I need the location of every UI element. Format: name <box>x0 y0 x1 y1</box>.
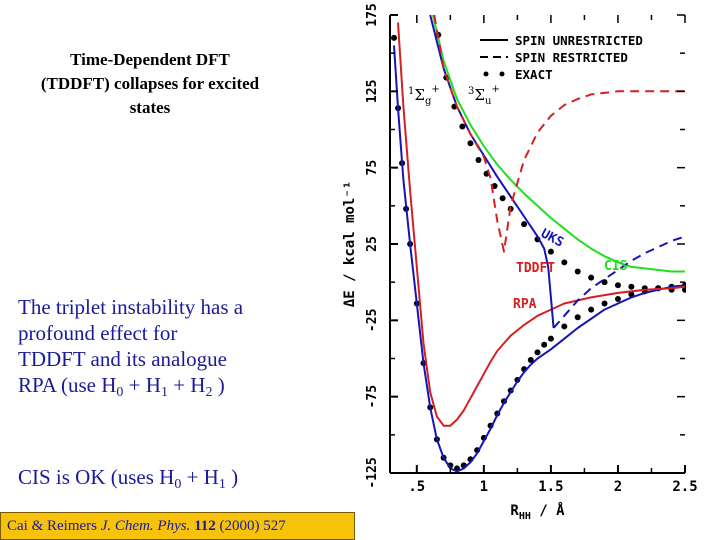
state-label: 3Σu+ <box>468 84 500 107</box>
h1-sub: 1 <box>160 385 168 400</box>
exact-triplet-point <box>491 182 498 189</box>
exact-point <box>534 349 541 356</box>
state-label: 1Σg+ <box>408 84 440 107</box>
x-tick-label: 1 <box>480 479 488 495</box>
exact-point <box>527 357 534 364</box>
exact-triplet-point <box>459 123 466 130</box>
exact-triplet-point <box>547 248 554 255</box>
exact-point <box>561 323 568 330</box>
x-axis-label: RHH / Å <box>510 502 565 522</box>
ground-rpa-line <box>397 22 686 427</box>
legend-dot <box>499 71 505 77</box>
title-line-2: (TDDFT) collapses for excited <box>40 74 260 93</box>
citation-journal: J. Chem. Phys. <box>100 518 191 534</box>
exact-point <box>588 306 595 313</box>
citation-year-pages: (2000) 527 <box>215 518 286 534</box>
h2-sub: 2 <box>205 385 213 400</box>
exact-triplet-point <box>521 221 528 228</box>
cis-suffix: ) <box>225 465 239 489</box>
exact-triplet-point <box>499 195 506 202</box>
exact-triplet-point <box>574 268 581 275</box>
tddft-restricted-line <box>552 235 686 329</box>
cis-plus-h1: + H <box>181 465 219 489</box>
h0-sub: 0 <box>116 385 124 400</box>
exact-point <box>547 335 554 342</box>
cis-line <box>431 14 685 273</box>
exact-triplet-point <box>682 286 686 293</box>
exact-triplet-point <box>561 259 568 266</box>
exact-point <box>574 314 581 321</box>
cis-label: CIS <box>604 259 628 274</box>
citation-authors: Cai & Reimers <box>7 518 101 534</box>
plus-h2: + H <box>167 373 206 397</box>
x-tick-label: 2.5 <box>672 479 697 495</box>
series-layer <box>391 14 686 473</box>
para1-line-3: TDDFT and its analogue <box>18 347 227 371</box>
para1-line-4: RPA (use H0 + H1 + H2 ) <box>18 372 308 400</box>
x-tick-label: 2 <box>614 479 622 495</box>
legend: SPIN UNRESTRICTED SPIN RESTRICTED EXACT <box>480 33 643 82</box>
citation-volume: 112 <box>194 518 216 534</box>
y-tick-label: -75 <box>365 385 380 408</box>
legend-dot <box>483 71 489 77</box>
rpa-prefix: RPA (use H <box>18 373 117 397</box>
legend-label: EXACT <box>515 67 553 82</box>
y-tick-label: 75 <box>365 160 380 176</box>
rpa-restricted-line <box>433 14 685 253</box>
y-tick-label: 175 <box>365 3 380 26</box>
title-line-3: states <box>129 98 171 117</box>
tddft-label: TDDFT <box>516 261 555 276</box>
cis-h1-sub: 1 <box>218 477 226 492</box>
plus-h1: + H <box>123 373 161 397</box>
y-axis-label: ΔE / kcal mol⁻¹ <box>342 181 358 307</box>
title-line-1: Time-Dependent DFT <box>70 50 230 69</box>
legend-label: SPIN UNRESTRICTED <box>515 33 643 48</box>
tick-layer: -125 -75 -25 25 75 125 175 .5 1 1.5 2 2.5 RHH / Å ΔE … <box>342 3 698 522</box>
triplet-instability-text: The triplet instability has a profound e… <box>18 294 308 400</box>
y-tick-label: 25 <box>365 236 380 252</box>
legend-label: SPIN RESTRICTED <box>515 50 628 65</box>
rpa-label: RPA <box>513 297 537 312</box>
y-tick-label: 125 <box>365 80 380 103</box>
x-tick-label: 1.5 <box>538 479 563 495</box>
para1-line-1: The triplet instability has a <box>18 295 244 319</box>
rpa-suffix: ) <box>212 373 225 397</box>
cis-prefix: CIS is OK (uses H <box>18 465 175 489</box>
exact-triplet-point <box>588 274 595 281</box>
exact-triplet-point <box>614 282 621 289</box>
exact-triplet-point <box>467 140 474 147</box>
y-tick-label: -125 <box>365 457 380 488</box>
slide-title: Time-Dependent DFT (TDDFT) collapses for… <box>14 48 286 120</box>
potential-energy-chart: -125 -75 -25 25 75 125 175 .5 1 1.5 2 2.5 RHH / Å ΔE … <box>342 3 698 522</box>
para1-line-2: profound effect for <box>18 321 178 345</box>
citation-box: Cai & Reimers J. Chem. Phys. 112 (2000) … <box>0 512 355 540</box>
ground-uks-line <box>393 45 686 473</box>
cis-ok-text: CIS is OK (uses H0 + H1 ) <box>18 464 308 492</box>
exact-triplet-point <box>628 283 635 290</box>
exact-point <box>614 295 621 302</box>
x-tick-label: .5 <box>408 479 425 495</box>
para2-line: CIS is OK (uses H0 + H1 ) <box>18 464 308 492</box>
exact-point <box>541 341 548 348</box>
y-tick-label: -25 <box>365 309 380 332</box>
exact-triplet-point <box>475 157 482 164</box>
exact-point <box>601 300 608 307</box>
cis-h0-sub: 0 <box>174 477 182 492</box>
exact-point <box>391 34 398 41</box>
